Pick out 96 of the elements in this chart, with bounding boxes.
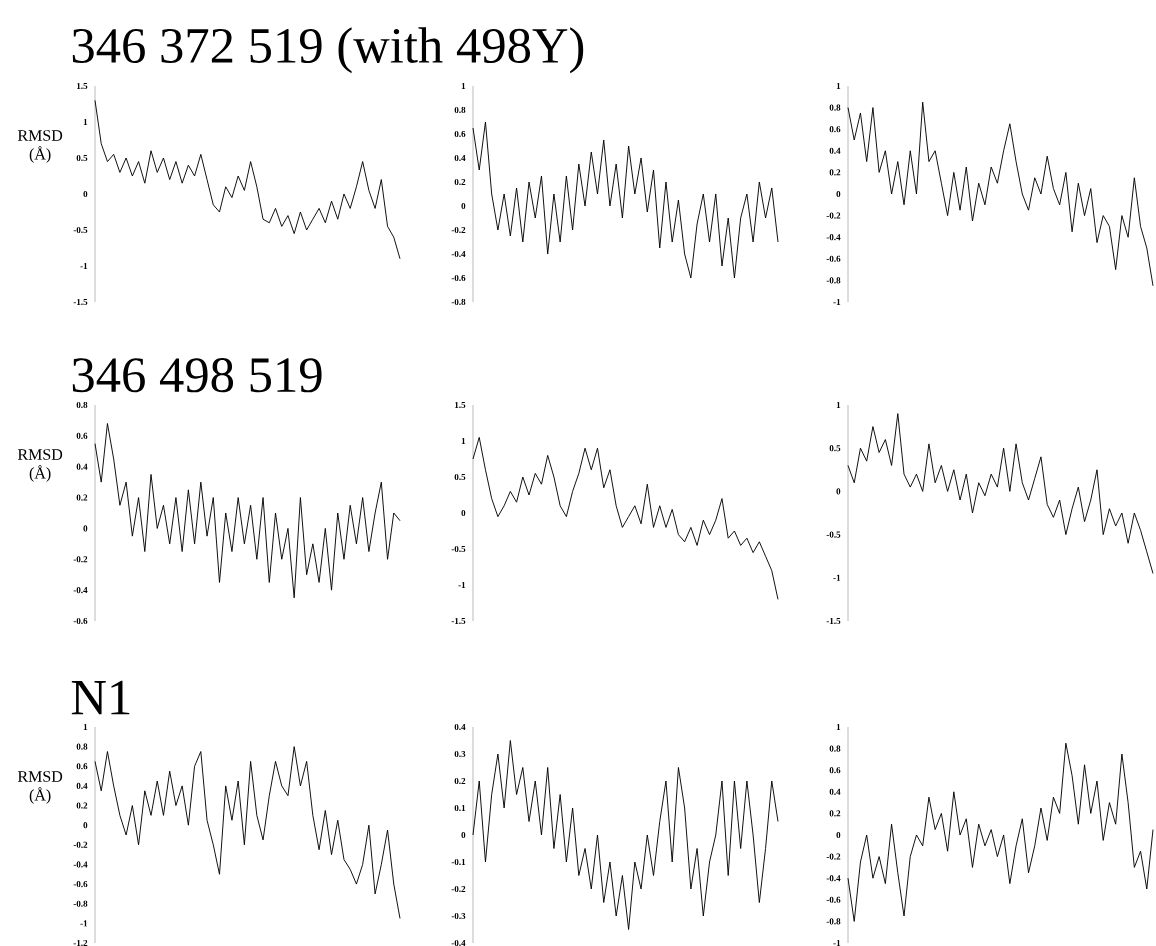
y-tick-label: -0.6: [73, 881, 88, 888]
y-tick-label: 0: [836, 488, 841, 495]
y-tick-label: -1.2: [73, 939, 88, 946]
y-tick-label: 0.8: [829, 745, 841, 752]
y-tick-label: -1.5: [826, 617, 841, 625]
y-tick-label: 0.4: [454, 154, 466, 162]
y-tick-label: -1: [833, 574, 841, 581]
chart-title: 346 498 519: [72, 358, 322, 393]
y-tick-label: -0.8: [73, 900, 88, 907]
y-tick-label: 0: [461, 831, 466, 839]
y-tick-label: -1.5: [73, 298, 88, 306]
chart-title: N1: [71, 680, 130, 715]
y-tick-label: 0.2: [829, 810, 841, 817]
y-tick-label: -0.4: [73, 861, 88, 868]
y-tick-label: 0.5: [76, 154, 88, 162]
chart-title: 346 372 519 (with 498Y): [72, 27, 584, 74]
y-tick-label: 0.3: [454, 750, 466, 758]
line-series: [472, 436, 779, 600]
y-tick-label: 0.2: [829, 169, 841, 176]
y-tick-label: 0.6: [829, 126, 841, 133]
y-tick-label: -0.8: [451, 298, 466, 306]
y-tick-label: -0.2: [826, 853, 841, 860]
y-tick-label: 1: [83, 723, 88, 730]
y-tick-label: -1.5: [451, 617, 466, 625]
y-tick-label: 1: [836, 723, 841, 730]
y-tick-label: 0.8: [76, 743, 88, 750]
y-tick-label: 0.4: [454, 723, 466, 731]
y-tick-label: -0.2: [73, 841, 88, 848]
y-tick-label: -0.8: [826, 918, 841, 925]
y-tick-label: -0.2: [451, 885, 466, 893]
y-tick-label: 0: [836, 190, 841, 198]
y-tick-label: 1.5: [77, 82, 88, 90]
y-tick-label: 0: [836, 831, 841, 839]
y-tick-label: -0.2: [451, 226, 466, 234]
y-tick-label: 0.8: [76, 401, 88, 409]
y-axis-title: RMSD (Å): [17, 771, 63, 804]
y-tick-label: 0.8: [829, 104, 841, 111]
y-tick-label: 0.2: [76, 802, 88, 809]
y-tick-label: 0.5: [829, 445, 841, 452]
y-tick-label: -1: [833, 298, 841, 305]
y-tick-label: 0: [83, 525, 88, 532]
line-series: [472, 740, 779, 930]
y-tick-label: 0: [83, 190, 88, 198]
y-tick-label: 0: [83, 822, 88, 829]
y-tick-label: 0.4: [76, 782, 88, 789]
y-tick-label: -0.4: [451, 250, 466, 258]
y-tick-label: 0.2: [454, 777, 466, 785]
y-tick-label: -0.4: [826, 234, 841, 241]
y-axis-title: RMSD (Å): [17, 130, 63, 163]
y-tick-label: -1: [80, 920, 88, 927]
y-tick-label: 0.1: [454, 804, 466, 812]
line-series: [847, 101, 1154, 287]
y-tick-label: 1: [83, 118, 88, 125]
y-tick-label: -0.4: [73, 587, 88, 594]
y-tick-label: -0.2: [826, 212, 841, 219]
y-tick-label: -0.4: [451, 939, 466, 946]
y-tick-label: 0.6: [829, 767, 841, 774]
y-axis-title: RMSD (Å): [17, 449, 63, 482]
y-tick-label: 0: [461, 202, 466, 210]
y-tick-label: 0.2: [76, 494, 88, 501]
y-tick-label: -1: [833, 939, 841, 946]
y-tick-label: -0.5: [73, 226, 88, 234]
line-series: [847, 742, 1154, 922]
y-tick-label: 0: [461, 509, 466, 517]
y-tick-label: -1: [458, 581, 466, 588]
y-tick-label: -0.4: [826, 875, 841, 882]
y-tick-label: -0.3: [451, 912, 466, 920]
y-tick-label: -0.6: [826, 255, 841, 262]
line-series: [847, 413, 1154, 574]
y-tick-label: -0.6: [73, 617, 88, 625]
y-tick-label: -0.5: [826, 531, 841, 538]
y-tick-label: 0.4: [829, 788, 841, 795]
y-tick-label: 1: [461, 437, 466, 444]
y-tick-label: -0.1: [451, 858, 466, 866]
y-tick-label: 0.4: [76, 463, 88, 470]
line-series: [94, 99, 401, 260]
y-tick-label: 1: [836, 82, 841, 89]
y-tick-label: 0.4: [829, 147, 841, 154]
y-tick-label: 0.2: [454, 178, 466, 186]
line-series: [94, 423, 401, 599]
y-tick-label: 1: [836, 401, 841, 408]
y-tick-label: -0.6: [451, 274, 466, 282]
y-tick-label: -0.8: [826, 277, 841, 284]
y-tick-label: 0.5: [454, 473, 466, 481]
y-tick-label: 0.6: [76, 763, 88, 770]
line-series: [472, 121, 779, 279]
y-tick-label: -0.6: [826, 896, 841, 903]
y-tick-label: 1: [461, 82, 466, 89]
y-tick-label: -0.2: [73, 556, 88, 563]
y-tick-label: 0.8: [454, 106, 466, 114]
y-tick-label: -1: [80, 262, 88, 269]
y-tick-label: 0.6: [454, 130, 466, 138]
y-tick-label: 0.6: [76, 432, 88, 439]
y-tick-label: 1.5: [455, 401, 466, 409]
line-series: [94, 746, 401, 919]
y-tick-label: -0.5: [451, 545, 466, 553]
